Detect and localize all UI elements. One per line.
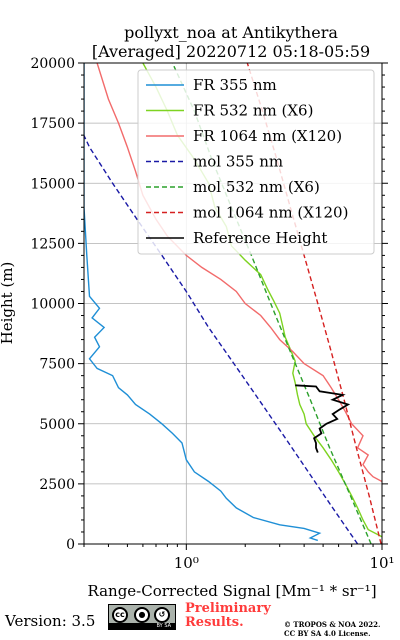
cc-license-badge[interactable]: cc ● ↺ BY SA	[108, 604, 176, 630]
copyright-line2: CC BY SA 4.0 License.	[284, 629, 371, 638]
x-axis-label: Range-Corrected Signal [Mm⁻¹ * sr⁻¹]	[87, 582, 376, 600]
axes: 10⁰ 10¹ 0 2500 5000 7500 10000 12500 15000 17500 2…	[30, 56, 394, 572]
x-tick-label: 10¹	[369, 554, 394, 572]
y-axis-label: Height (m)	[0, 262, 16, 345]
legend-label: mol 355 nm	[193, 153, 283, 171]
legend-label: Reference Height	[193, 229, 327, 247]
cc-by-text: BY	[156, 623, 163, 629]
y-tick-label: 15000	[30, 176, 75, 192]
share-alike-icon: ↺	[154, 607, 170, 623]
series-line	[84, 63, 322, 542]
cc-icon: cc	[112, 607, 128, 623]
legend-label: FR 1064 nm (X120)	[193, 127, 342, 145]
legend-label: FR 532 nm (X6)	[193, 102, 313, 120]
legend-label: mol 1064 nm (X120)	[193, 204, 348, 222]
series-line	[84, 133, 359, 544]
chart-title-line2: [Averaged] 20220712 05:18-05:59	[92, 42, 370, 61]
cc-badge-strip: BY SA	[109, 623, 175, 629]
x-tick-label: 10⁰	[174, 554, 199, 572]
profile-chart: pollyxt_noa at Antikythera [Averaged] 20…	[0, 23, 395, 600]
y-tick-label: 7500	[39, 357, 75, 373]
copyright-line1: © TROPOS & NOA 2022.	[284, 620, 381, 629]
version-label: Version: 3.5	[5, 612, 96, 630]
preliminary-line1: Preliminary	[185, 601, 271, 616]
footer: Version: 3.5 cc ● ↺ BY SA Preliminary Re…	[0, 600, 400, 640]
copyright-notice: © TROPOS & NOA 2022. CC BY SA 4.0 Licens…	[284, 620, 380, 638]
legend: FR 355 nm FR 532 nm (X6) FR 1064 nm (X120)…	[137, 69, 375, 255]
y-tick-label: 20000	[30, 56, 75, 72]
y-tick-label: 2500	[39, 477, 75, 493]
y-tick-label: 12500	[30, 236, 75, 252]
preliminary-line2: Results.	[185, 615, 244, 630]
legend-label: FR 355 nm	[193, 76, 277, 94]
series-line	[295, 384, 351, 453]
chart-title-line1: pollyxt_noa at Antikythera	[124, 23, 338, 42]
cc-sa-text: SA	[164, 623, 171, 629]
legend-box	[137, 69, 375, 255]
y-tick-label: 10000	[30, 297, 75, 313]
legend-label: mol 532 nm (X6)	[193, 178, 320, 196]
y-tick-label: 5000	[39, 417, 75, 433]
y-tick-label: 17500	[30, 116, 75, 132]
person-icon: ●	[134, 607, 150, 623]
series-line	[246, 63, 382, 544]
y-tick-label: 0	[66, 537, 75, 553]
preliminary-notice: Preliminary Results.	[185, 602, 271, 630]
